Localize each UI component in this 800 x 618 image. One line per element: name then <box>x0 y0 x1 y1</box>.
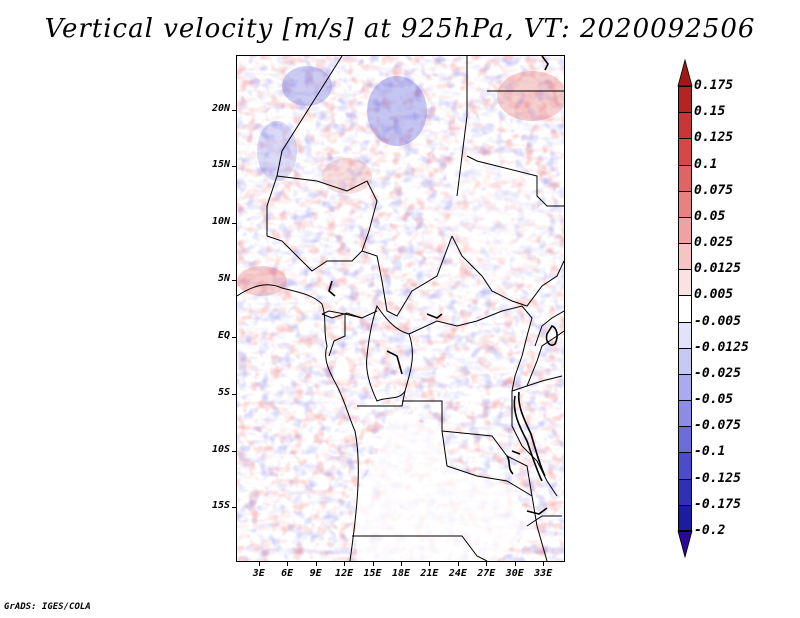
colorbar-segment <box>678 504 692 532</box>
colorbar-tick <box>678 243 692 245</box>
colorbar-tick <box>678 426 692 428</box>
colorbar-tick-label: 0.125 <box>694 130 734 146</box>
colorbar-segment <box>678 478 692 506</box>
longitude-tick-label: 12E <box>335 568 354 579</box>
colorbar-tick <box>678 531 692 532</box>
colorbar-tick-label: 0.15 <box>694 104 726 120</box>
colorbar-tick <box>678 295 692 297</box>
chart-title: Vertical velocity [m/s] at 925hPa, VT: 2… <box>44 14 756 44</box>
latitude-tick <box>232 166 236 168</box>
colorbar-tick-label: 0.025 <box>694 235 734 251</box>
colorbar-tick <box>678 269 692 271</box>
colorbar-tick-label: -0.025 <box>694 365 741 381</box>
latitude-tick <box>232 507 236 509</box>
longitude-tick-label: 15E <box>363 568 382 579</box>
colorbar-segment <box>678 373 692 401</box>
longitude-tick <box>543 562 545 566</box>
colorbar-segment <box>678 295 692 323</box>
longitude-tick-label: 33E <box>534 568 553 579</box>
map-canvas <box>237 56 564 561</box>
grads-credit: GrADS: IGES/COLA <box>4 602 91 612</box>
colorbar-tick <box>678 138 692 140</box>
colorbar-tick <box>678 400 692 402</box>
colorbar-tick-label: 0.075 <box>694 182 734 198</box>
colorbar-tick <box>678 112 692 114</box>
colorbar-tick-label: -0.175 <box>694 496 741 512</box>
colorbar-segment <box>678 426 692 453</box>
colorbar-segment <box>678 400 692 427</box>
colorbar-segment <box>678 112 692 139</box>
colorbar-tick <box>678 190 692 192</box>
longitude-tick <box>344 562 346 566</box>
colorbar-segment <box>678 321 692 349</box>
colorbar-tick-label: -0.125 <box>694 470 741 486</box>
longitude-tick-label: 30E <box>505 568 524 579</box>
latitude-tick-label: EQ <box>217 329 230 341</box>
colorbar-tick-label: 0.005 <box>694 287 734 303</box>
colorbar-tick-label: -0.005 <box>694 313 741 329</box>
longitude-tick <box>486 562 488 566</box>
colorbar-tick-label: 0.0125 <box>694 261 741 277</box>
longitude-tick-label: 21E <box>420 568 439 579</box>
colorbar-tick <box>678 504 692 506</box>
longitude-tick-label: 6E <box>281 568 294 579</box>
longitude-tick <box>372 562 374 566</box>
longitude-tick <box>315 562 317 566</box>
colorbar-tick-label: -0.2 <box>694 523 726 538</box>
colorbar-tick-label: -0.1 <box>694 444 726 460</box>
latitude-tick-label: 10S <box>211 443 230 455</box>
longitude-tick <box>514 562 516 566</box>
colorbar-tick <box>678 216 692 218</box>
colorbar-segment <box>678 243 692 270</box>
colorbar-segment <box>678 190 692 218</box>
colorbar-tick <box>678 86 692 87</box>
latitude-tick-label: 5N <box>217 273 230 285</box>
colorbar-segment <box>678 347 692 375</box>
colorbar-tick <box>678 373 692 375</box>
latitude-tick <box>232 393 236 395</box>
longitude-tick-label: 3E <box>252 568 265 579</box>
longitude-tick <box>287 562 289 566</box>
longitude-tick-label: 24E <box>448 568 467 579</box>
colorbar-tick <box>678 321 692 323</box>
longitude-tick-label: 18E <box>391 568 410 579</box>
colorbar-tick <box>678 164 692 166</box>
colorbar-segment <box>678 216 692 244</box>
colorbar-tick-label: -0.075 <box>694 418 741 434</box>
map-panel <box>236 55 565 562</box>
longitude-tick <box>429 562 431 566</box>
latitude-tick <box>232 450 236 452</box>
colorbar-tick <box>678 347 692 349</box>
colorbar-segment <box>678 452 692 480</box>
longitude-tick <box>457 562 459 566</box>
latitude-tick-label: 20N <box>211 102 230 114</box>
colorbar-segment <box>678 269 692 296</box>
latitude-tick-label: 15S <box>211 500 230 512</box>
longitude-tick <box>400 562 402 566</box>
colorbar-segment <box>678 138 692 166</box>
latitude-tick <box>232 336 236 338</box>
colorbar-segment <box>678 86 692 113</box>
colorbar-top-arrow <box>677 58 693 87</box>
latitude-tick-label: 5S <box>217 386 230 398</box>
latitude-tick <box>232 223 236 225</box>
colorbar-tick-label: 0.1 <box>694 156 718 172</box>
latitude-tick-label: 15N <box>211 159 230 171</box>
colorbar-tick-label: 0.05 <box>694 208 726 224</box>
longitude-tick <box>258 562 260 566</box>
longitude-tick-label: 9E <box>309 568 322 579</box>
colorbar-tick-label: 0.175 <box>694 78 734 93</box>
latitude-tick <box>232 109 236 111</box>
latitude-tick-label: 10N <box>211 216 230 228</box>
longitude-tick-label: 27E <box>477 568 496 579</box>
colorbar-tick <box>678 478 692 480</box>
colorbar-tick-label: -0.05 <box>694 392 734 408</box>
colorbar-tick <box>678 452 692 454</box>
colorbar-bottom-arrow <box>677 530 693 559</box>
colorbar-tick-label: -0.0125 <box>694 339 749 355</box>
colorbar-segment <box>678 164 692 192</box>
latitude-tick <box>232 280 236 282</box>
